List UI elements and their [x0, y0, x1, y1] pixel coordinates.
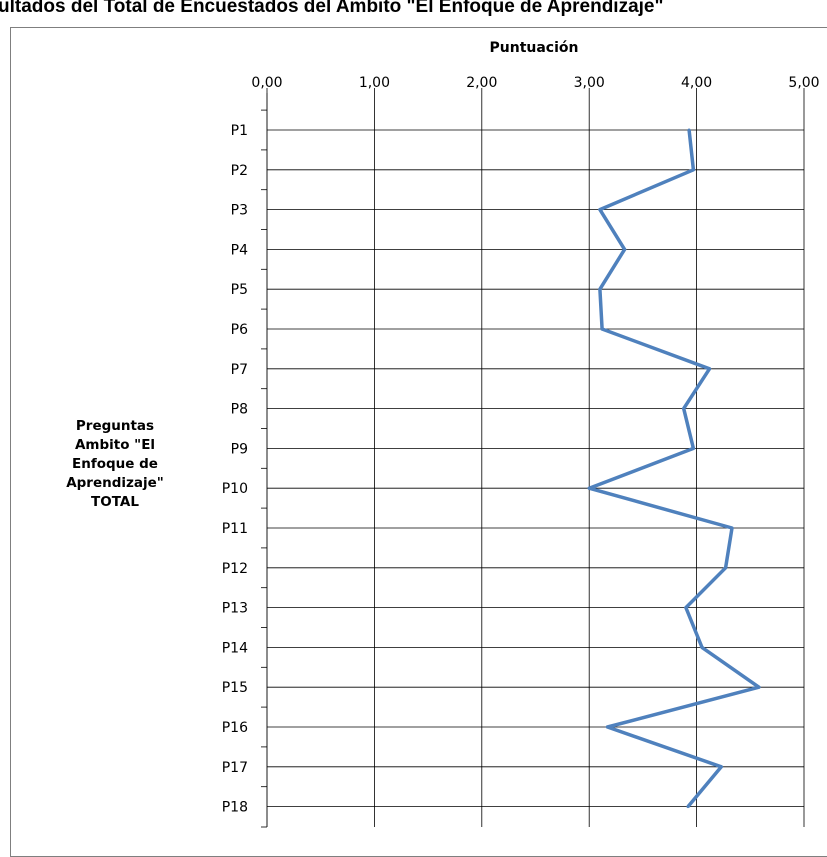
data-point: [757, 685, 761, 689]
y-tick-label: P11: [222, 521, 248, 537]
chart-title: ultados del Total de Encuestados del Amb…: [0, 0, 664, 17]
y-tick-label: P3: [231, 203, 248, 219]
data-point: [598, 208, 602, 212]
data-point: [598, 287, 602, 291]
data-point: [623, 247, 627, 251]
y-tick-label: P14: [222, 640, 248, 656]
y-tick-label: P12: [222, 561, 248, 577]
y-tick-label: P6: [231, 322, 248, 338]
data-point: [691, 168, 695, 172]
y-tick-label: P9: [231, 441, 248, 457]
y-tick-label: P5: [231, 282, 248, 298]
y-tick-label: P10: [222, 481, 248, 497]
y-axis-title-line: Aprendizaje": [66, 475, 164, 491]
y-tick-label: P16: [222, 720, 248, 736]
data-point: [682, 407, 686, 411]
y-tick-label: P2: [231, 163, 248, 179]
y-tick-labels: P1 P2 P3 P4 P5 P6 P7 P8 P9 P10 P11 P12 P13 P14 P15 P16 P…: [222, 123, 248, 816]
y-tick-label: P8: [231, 402, 248, 418]
y-axis-title-line: Ambito "El: [75, 437, 155, 453]
data-point: [684, 606, 688, 610]
y-axis-title-line: TOTAL: [91, 494, 139, 510]
y-tick-label: P15: [222, 680, 248, 696]
data-point: [605, 725, 609, 729]
x-tick-label: 5,00: [788, 75, 819, 91]
y-tick-label: P18: [222, 800, 248, 816]
y-tick-label: P17: [222, 760, 248, 776]
x-tick-label: 1,00: [359, 75, 390, 91]
data-point: [691, 446, 695, 450]
series-polyline: [587, 129, 761, 808]
data-point: [587, 486, 591, 490]
y-tick-label: P1: [231, 123, 248, 139]
x-tick-label: 3,00: [574, 75, 605, 91]
x-tick-labels: 0,00 1,00 2,00 3,00 4,00 5,00: [251, 75, 819, 91]
x-tick-label: 0,00: [251, 75, 282, 91]
data-point: [719, 765, 723, 769]
y-axis-title-line: Preguntas: [76, 418, 154, 434]
y-tick-label: P7: [231, 362, 248, 378]
series-line: [587, 128, 761, 809]
data-point: [600, 327, 604, 331]
x-tick-label: 4,00: [681, 75, 712, 91]
axes: [261, 88, 805, 828]
data-point: [700, 645, 704, 649]
y-axis-title: Preguntas Ambito "El Enfoque de Aprendizaje…: [66, 418, 164, 510]
data-point: [724, 566, 728, 570]
x-tick-label: 2,00: [466, 75, 497, 91]
y-tick-label: P13: [222, 601, 248, 617]
gridlines: [267, 93, 805, 827]
data-point: [687, 128, 691, 132]
x-axis-title: Puntuación: [490, 40, 579, 56]
y-tick-label: P4: [231, 242, 248, 258]
data-point: [730, 526, 734, 530]
y-axis-title-line: Enfoque de: [72, 456, 158, 472]
data-point: [686, 805, 690, 809]
data-point: [707, 367, 711, 371]
